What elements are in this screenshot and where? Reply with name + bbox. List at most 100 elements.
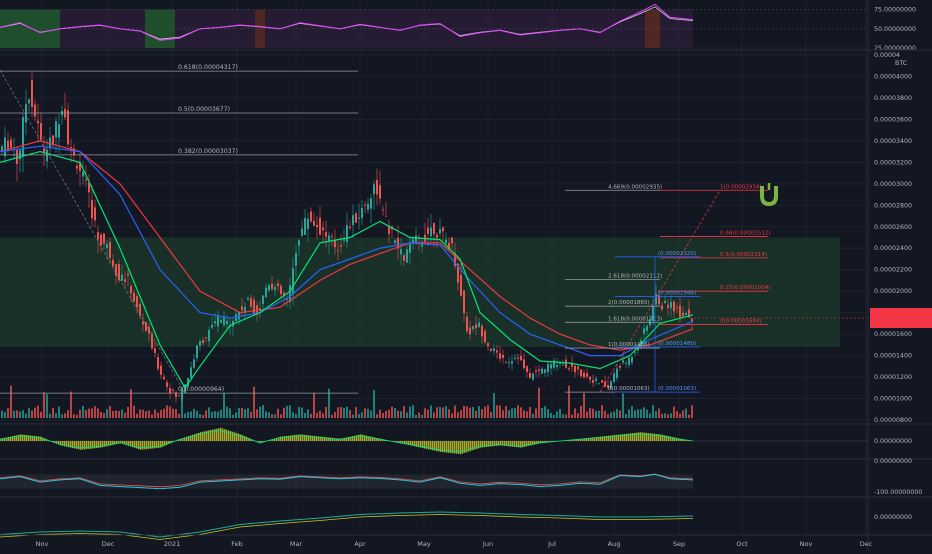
volume-bar <box>256 409 258 418</box>
volume-bar <box>82 406 84 418</box>
volume-bar <box>220 410 222 418</box>
candle-body <box>472 326 474 329</box>
fib-gray-label: 2.618(0.00002112) <box>608 273 662 279</box>
volume-bar <box>28 408 30 418</box>
y-tick-label: 0.00001000 <box>874 396 912 403</box>
candle-body <box>58 124 60 137</box>
volume-bar <box>640 409 642 418</box>
macd-bar <box>142 441 144 450</box>
volume-bar <box>667 414 669 418</box>
macd-tick-label: 0.00000000 <box>874 438 912 445</box>
macd-bar <box>80 441 82 450</box>
volume-bar <box>61 414 63 418</box>
volume-bar <box>235 412 237 418</box>
volume-bar <box>511 408 513 418</box>
volume-bar <box>85 410 87 418</box>
candle-body <box>670 302 672 308</box>
candle-body <box>430 228 432 237</box>
candle-body <box>322 228 324 231</box>
volume-bar <box>544 406 546 418</box>
volume-bar <box>565 414 567 418</box>
x-tick-label: Dec <box>860 540 873 548</box>
volume-bar <box>217 412 219 418</box>
volume-bar <box>295 414 297 418</box>
volume-bar <box>199 414 201 418</box>
volume-bar <box>613 412 615 418</box>
candle-body <box>367 204 369 210</box>
macd-bar <box>456 441 458 454</box>
volume-bar <box>625 414 627 418</box>
volume-bar <box>577 413 579 418</box>
fib-gray-label: 4.669(0.00002935) <box>608 184 662 190</box>
candle-body <box>124 279 126 282</box>
candle-body <box>292 268 294 294</box>
volume-bar <box>484 407 486 418</box>
candle-body <box>478 323 480 327</box>
volume-bar <box>43 392 45 418</box>
candle-body <box>616 369 618 378</box>
volume-bar <box>211 412 213 418</box>
candle-body <box>664 301 666 303</box>
candle-body <box>70 147 72 148</box>
fib-left-label: 0.618(0.00004317) <box>178 64 238 71</box>
volume-bar <box>508 410 510 418</box>
candle-body <box>445 240 447 244</box>
current-price-tag <box>870 308 932 328</box>
volume-bar <box>34 408 36 418</box>
volume-bar <box>391 407 393 418</box>
volume-bar <box>160 410 162 418</box>
volume-bar <box>124 413 126 418</box>
candle-body <box>592 380 594 383</box>
x-tick-label: Jul <box>547 540 556 548</box>
volume-bar <box>367 409 369 418</box>
volume-bar <box>127 407 129 418</box>
candle-body <box>676 307 678 308</box>
volume-bar <box>493 393 495 418</box>
candle-body <box>85 179 87 180</box>
macd-bar <box>220 428 222 441</box>
candle-body <box>475 324 477 328</box>
volume-bar <box>310 414 312 418</box>
candle-body <box>268 285 270 290</box>
volume-bar <box>514 408 516 418</box>
volume-bar <box>412 405 414 418</box>
candle-body <box>160 366 162 375</box>
macd-bar <box>468 441 470 452</box>
volume-bar <box>451 413 453 418</box>
volume-bar <box>268 412 270 418</box>
y-tick-label: 0.00002000 <box>874 288 912 295</box>
macd-bar <box>234 432 236 441</box>
candle-body <box>394 240 396 243</box>
candle-body <box>214 321 216 323</box>
candle-body <box>112 260 114 266</box>
candle-body <box>568 368 570 369</box>
y-tick-label: 0.00002600 <box>874 224 912 231</box>
fib-blue-label: (0.00001946) <box>658 291 696 297</box>
volume-bar <box>421 415 423 418</box>
candle-body <box>433 223 435 234</box>
fib-blue-label: (0.00001480) <box>658 341 696 347</box>
candle-body <box>484 331 486 342</box>
volume-bar <box>223 393 225 418</box>
volume-bar <box>283 408 285 418</box>
volume-bar <box>529 407 531 418</box>
candle-body <box>310 211 312 221</box>
volume-bar <box>187 412 189 418</box>
macd-bar <box>642 432 644 441</box>
volume-bar <box>688 415 690 418</box>
volume-bar <box>376 414 378 418</box>
candle-body <box>487 343 489 346</box>
volume-bar <box>589 408 591 418</box>
candle-body <box>577 366 579 369</box>
fib-left-label: 0(0.00000964) <box>178 386 224 393</box>
volume-bar <box>352 415 354 418</box>
fib-gray-label: 1.618(0.00001713) <box>608 316 662 322</box>
candle-body <box>40 123 42 140</box>
volume-bar <box>190 411 192 418</box>
candle-body <box>355 213 357 222</box>
volume-bar <box>397 411 399 418</box>
y-tick-label: 0.00003400 <box>874 138 912 145</box>
candle-body <box>301 228 303 235</box>
